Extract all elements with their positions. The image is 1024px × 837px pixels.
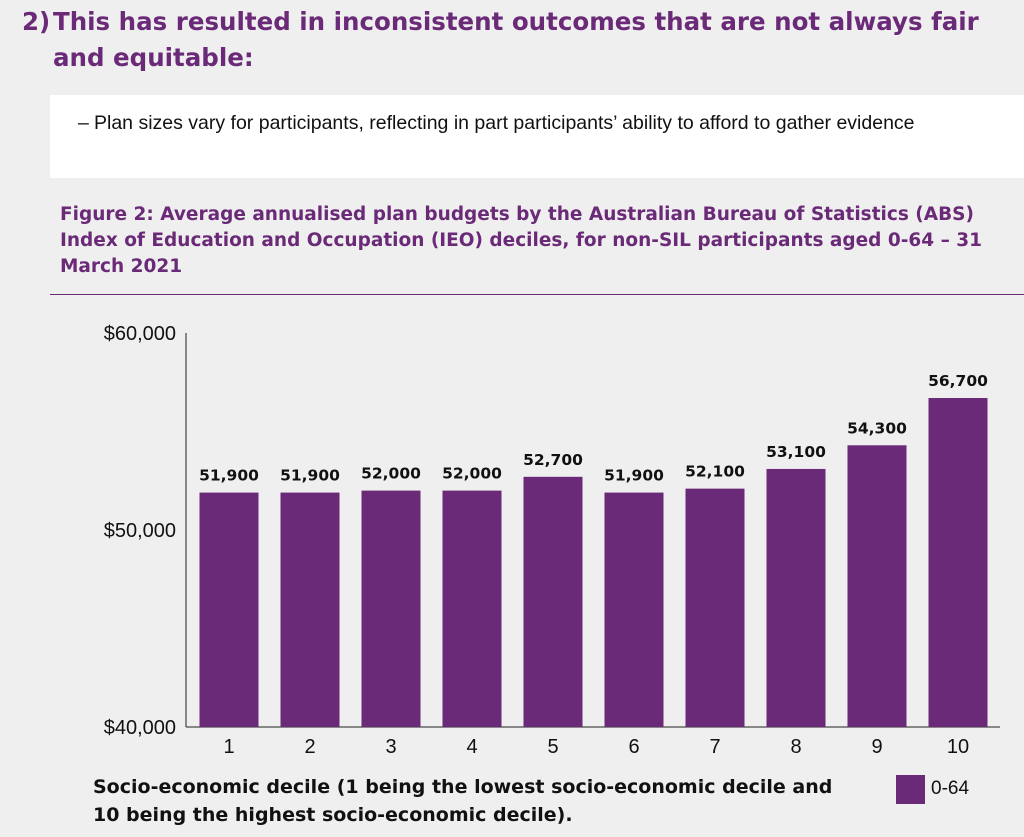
x-tick-label: 2 bbox=[304, 736, 315, 758]
x-tick-label: 3 bbox=[385, 736, 396, 758]
bar bbox=[685, 488, 745, 727]
bar-value-label: 52,100 bbox=[685, 463, 745, 481]
y-tick-label: $50,000 bbox=[104, 520, 176, 542]
bar bbox=[604, 492, 664, 727]
x-axis-caption: Socio-economic decile (1 being the lowes… bbox=[93, 776, 833, 826]
legend-label: 0-64 bbox=[931, 778, 970, 799]
bar-value-label: 52,000 bbox=[361, 465, 421, 483]
bar-value-label: 51,900 bbox=[604, 467, 664, 485]
bar bbox=[523, 476, 583, 727]
x-tick-label: 7 bbox=[709, 736, 720, 758]
bullet-box: – Plan sizes vary for participants, refl… bbox=[50, 95, 1024, 178]
bullet-text: Plan sizes vary for participants, reflec… bbox=[94, 112, 915, 134]
bar bbox=[442, 490, 502, 727]
x-tick-label: 1 bbox=[223, 736, 234, 758]
bar-value-label: 53,100 bbox=[766, 443, 826, 461]
x-tick-label: 9 bbox=[871, 736, 882, 758]
bar-value-label: 54,300 bbox=[847, 419, 907, 437]
bar bbox=[847, 445, 907, 727]
bar bbox=[280, 492, 340, 727]
bar-value-label: 52,700 bbox=[523, 451, 583, 469]
x-tick-label: 5 bbox=[547, 736, 558, 758]
bar bbox=[199, 492, 259, 727]
legend-swatch bbox=[896, 774, 925, 804]
bar-value-label: 51,900 bbox=[280, 467, 340, 485]
bar-value-label: 56,700 bbox=[928, 372, 988, 390]
bar bbox=[766, 468, 826, 727]
x-tick-label: 6 bbox=[628, 736, 639, 758]
figure-title: Figure 2: Average annualised plan budget… bbox=[60, 204, 983, 277]
section-number: 2) bbox=[22, 7, 51, 36]
y-tick-label: $60,000 bbox=[104, 323, 176, 345]
y-tick-label: $40,000 bbox=[104, 717, 176, 739]
bullet-dash: – bbox=[78, 112, 89, 134]
section-heading-text: This has resulted in inconsistent outcom… bbox=[53, 7, 979, 72]
x-tick-label: 4 bbox=[466, 736, 477, 758]
bar-value-label: 52,000 bbox=[442, 465, 502, 483]
figure-title-rule bbox=[50, 294, 1024, 295]
bar bbox=[928, 398, 988, 727]
x-tick-label: 10 bbox=[947, 736, 969, 758]
legend: 0-64 bbox=[896, 774, 969, 804]
x-tick-label: 8 bbox=[790, 736, 801, 758]
bar bbox=[361, 490, 421, 727]
bar-value-label: 51,900 bbox=[199, 467, 259, 485]
